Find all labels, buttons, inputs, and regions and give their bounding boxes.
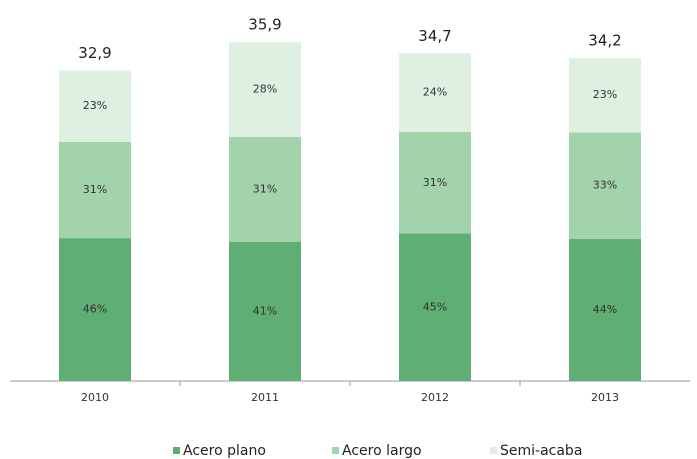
legend-label: Acero largo [342, 443, 422, 459]
legend-label: Semi-acaba [500, 443, 582, 459]
segment-label: 31% [83, 183, 107, 196]
bar-segment [569, 238, 641, 381]
bar-segment [59, 70, 131, 142]
bar-segment [569, 132, 641, 239]
segment-label: 24% [423, 86, 447, 99]
total-label: 32,9 [78, 44, 111, 62]
total-label: 34,2 [588, 32, 621, 50]
segment-label: 23% [83, 99, 107, 112]
segment-label: 31% [423, 176, 447, 189]
legend-label: Acero plano [183, 443, 266, 459]
bar-segment [399, 53, 471, 132]
legend-swatch [173, 447, 180, 454]
segment-label: 23% [593, 88, 617, 101]
segment-label: 45% [423, 300, 447, 313]
segment-label: 33% [593, 179, 617, 192]
bar-segment [399, 131, 471, 234]
total-label: 35,9 [248, 16, 281, 34]
segment-label: 41% [253, 305, 277, 318]
segment-label: 31% [253, 182, 277, 195]
segment-label: 28% [253, 82, 277, 95]
x-tick-label: 2011 [251, 391, 279, 404]
bar-segment [569, 58, 641, 133]
segment-label: 46% [83, 303, 107, 316]
bar-segment [399, 233, 471, 381]
x-tick-label: 2013 [591, 391, 619, 404]
total-label: 34,7 [418, 27, 451, 45]
bar-segment [229, 242, 301, 381]
legend-swatch [332, 447, 339, 454]
bar-segment [229, 136, 301, 243]
segment-label: 44% [593, 303, 617, 316]
x-tick-label: 2010 [81, 391, 109, 404]
bar-segment [229, 42, 301, 137]
legend-swatch [490, 447, 497, 454]
bar-segment [59, 238, 131, 381]
bar-segment [59, 141, 131, 239]
x-tick-label: 2012 [421, 391, 449, 404]
